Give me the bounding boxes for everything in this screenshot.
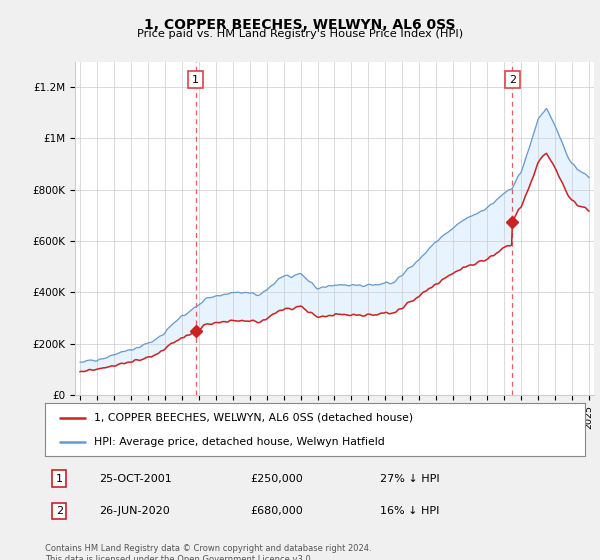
Text: £680,000: £680,000 xyxy=(250,506,303,516)
Text: 26-JUN-2020: 26-JUN-2020 xyxy=(99,506,170,516)
Text: 1, COPPER BEECHES, WELWYN, AL6 0SS (detached house): 1, COPPER BEECHES, WELWYN, AL6 0SS (deta… xyxy=(94,413,413,423)
Text: Price paid vs. HM Land Registry's House Price Index (HPI): Price paid vs. HM Land Registry's House … xyxy=(137,29,463,39)
Text: 1: 1 xyxy=(56,474,63,484)
Text: 2: 2 xyxy=(509,74,516,85)
Text: Contains HM Land Registry data © Crown copyright and database right 2024.
This d: Contains HM Land Registry data © Crown c… xyxy=(45,544,371,560)
Text: HPI: Average price, detached house, Welwyn Hatfield: HPI: Average price, detached house, Welw… xyxy=(94,437,385,447)
Text: 2: 2 xyxy=(56,506,63,516)
Text: 27% ↓ HPI: 27% ↓ HPI xyxy=(380,474,439,484)
Text: 16% ↓ HPI: 16% ↓ HPI xyxy=(380,506,439,516)
Text: 25-OCT-2001: 25-OCT-2001 xyxy=(99,474,172,484)
Text: £250,000: £250,000 xyxy=(250,474,303,484)
Text: 1: 1 xyxy=(192,74,199,85)
Text: 1, COPPER BEECHES, WELWYN, AL6 0SS: 1, COPPER BEECHES, WELWYN, AL6 0SS xyxy=(144,18,456,32)
